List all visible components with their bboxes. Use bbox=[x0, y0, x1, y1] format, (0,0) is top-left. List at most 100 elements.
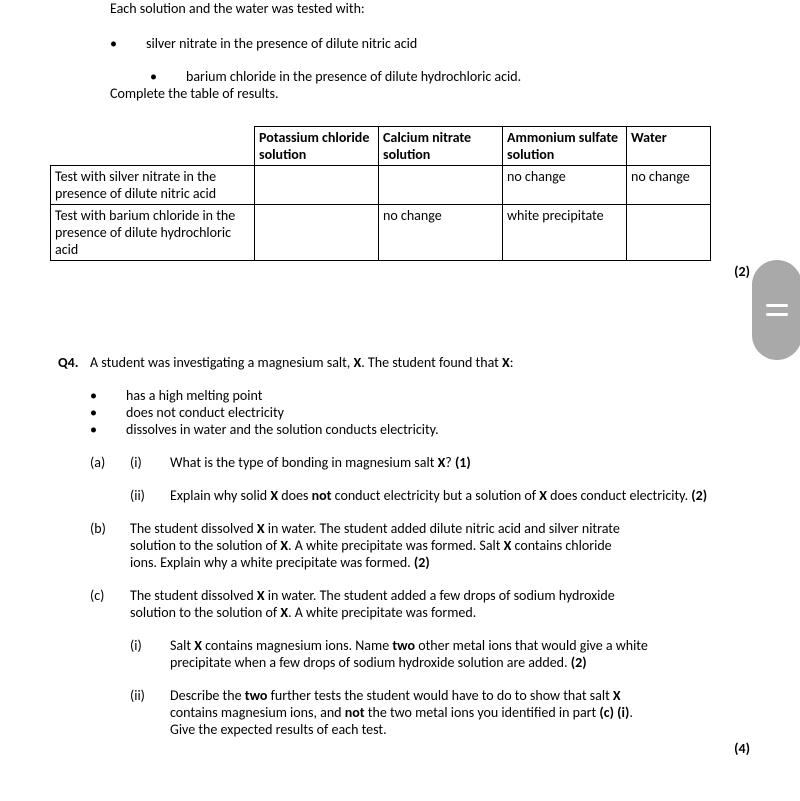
text: . A white precipitate was formed. bbox=[288, 604, 476, 621]
table-cell bbox=[627, 204, 711, 260]
text: The student dissolved bbox=[130, 520, 257, 537]
col-header: Potassium chloride solution bbox=[255, 126, 379, 165]
q4-a-i: (a) (i) What is the type of bonding in m… bbox=[90, 454, 760, 471]
text: other metal ions that would give a white bbox=[415, 637, 648, 654]
text: . bbox=[629, 704, 633, 721]
table-header-row: Potassium chloride solution Calcium nitr… bbox=[51, 126, 711, 165]
emph-not: not bbox=[345, 704, 365, 721]
subpart-label: (i) bbox=[130, 454, 170, 471]
emph-two: two bbox=[245, 687, 268, 704]
var-x: X bbox=[280, 537, 288, 554]
text: . The student found that bbox=[361, 354, 502, 371]
table-cell: no change bbox=[627, 165, 711, 204]
bullet-icon: • bbox=[90, 421, 114, 438]
var-x: X bbox=[280, 604, 288, 621]
text: . A white precipitate was formed. Salt bbox=[288, 537, 504, 554]
text: ? bbox=[445, 454, 455, 471]
text: contains chloride bbox=[511, 537, 611, 554]
intro-line: Each solution and the water was tested w… bbox=[110, 0, 800, 19]
text: conduct electricity but a solution of bbox=[331, 487, 539, 504]
var-x: X bbox=[539, 487, 547, 504]
text: precipitate when a few drops of sodium h… bbox=[170, 654, 571, 671]
table-cell: no change bbox=[379, 204, 503, 260]
var-x: X bbox=[257, 520, 265, 537]
subpart-label: (i) bbox=[130, 637, 170, 671]
intro-bullet-2: • barium chloride in the presence of dil… bbox=[150, 68, 800, 85]
row-label: Test with barium chloride in the presenc… bbox=[51, 204, 255, 260]
bullet-text: does not conduct electricity bbox=[114, 404, 760, 421]
text: Salt bbox=[170, 637, 194, 654]
q4-b-text: The student dissolved X in water. The st… bbox=[130, 520, 760, 571]
q4-stem: Q4. A student was investigating a magnes… bbox=[58, 354, 760, 371]
text: does conduct electricity. bbox=[547, 487, 691, 504]
text: solution to the solution of bbox=[130, 537, 280, 554]
var-x: X bbox=[613, 687, 621, 704]
text: A student was investigating a magnesium … bbox=[90, 354, 353, 371]
intro-complete: Complete the table of results. bbox=[110, 85, 800, 104]
text: contains magnesium ions. Name bbox=[202, 637, 392, 654]
col-header: Ammonium sulfate solution bbox=[503, 126, 627, 165]
page: Each solution and the water was tested w… bbox=[0, 0, 800, 801]
q4-a-ii-text: Explain why solid X does not conduct ele… bbox=[170, 487, 760, 504]
bullet-icon: • bbox=[90, 387, 114, 404]
row-label: Test with silver nitrate in the presence… bbox=[51, 165, 255, 204]
intro-bullet-1: • silver nitrate in the presence of dilu… bbox=[110, 35, 800, 52]
q4-bullet: • does not conduct electricity bbox=[90, 404, 760, 421]
bullet-icon: • bbox=[90, 404, 114, 421]
text: solution to the solution of bbox=[130, 604, 280, 621]
bullet-text: barium chloride in the presence of dilut… bbox=[174, 68, 800, 85]
q4-c-i: (i) Salt X contains magnesium ions. Name… bbox=[130, 637, 760, 671]
text: : bbox=[510, 354, 514, 371]
q4-c-text: The student dissolved X in water. The st… bbox=[130, 587, 760, 621]
q4-a-i-text: What is the type of bonding in magnesium… bbox=[170, 454, 760, 471]
q4-a-ii: (ii) Explain why solid X does not conduc… bbox=[130, 487, 760, 504]
col-header: Water bbox=[627, 126, 711, 165]
table-cell bbox=[255, 165, 379, 204]
table-cell: white precipitate bbox=[503, 204, 627, 260]
text: in water. The student added a few drops … bbox=[265, 587, 615, 604]
scroll-tab-bar bbox=[766, 304, 788, 307]
table-cell: no change bbox=[503, 165, 627, 204]
text: further tests the student would have to … bbox=[267, 687, 612, 704]
text: Describe the bbox=[170, 687, 245, 704]
q4-c-ii: (ii) Describe the two further tests the … bbox=[130, 687, 760, 738]
q4-stem-text: A student was investigating a magnesium … bbox=[90, 354, 760, 371]
q4: Q4. A student was investigating a magnes… bbox=[58, 354, 800, 738]
table-cell bbox=[379, 165, 503, 204]
bullet-icon: • bbox=[150, 68, 174, 85]
emph-not: not bbox=[312, 487, 332, 504]
q4-c-i-text: Salt X contains magnesium ions. Name two… bbox=[170, 637, 760, 671]
marks-inline: (2) bbox=[571, 654, 587, 671]
subpart-label: (ii) bbox=[130, 687, 170, 738]
q4-b: (b) The student dissolved X in water. Th… bbox=[90, 520, 760, 571]
question-number: Q4. bbox=[58, 354, 90, 371]
var-x: X bbox=[270, 487, 278, 504]
part-label: (a) bbox=[90, 454, 130, 471]
subpart-label: (ii) bbox=[130, 487, 170, 504]
text: The student dissolved bbox=[130, 587, 257, 604]
table-marks: (2) bbox=[0, 263, 800, 280]
text: Give the expected results of each test. bbox=[170, 721, 387, 738]
marks-inline: (2) bbox=[414, 554, 430, 571]
text: ions. Explain why a white precipitate wa… bbox=[130, 554, 414, 571]
emph-two: two bbox=[392, 637, 415, 654]
table-row: Test with barium chloride in the presenc… bbox=[51, 204, 711, 260]
marks-inline: (1) bbox=[455, 454, 471, 471]
bullet-text: has a high melting point bbox=[114, 387, 760, 404]
page-scroll-tab[interactable] bbox=[752, 260, 800, 360]
text: the two metal ions you identified in par… bbox=[365, 704, 600, 721]
part-label: (c) bbox=[90, 587, 130, 621]
q4-c-ii-text: Describe the two further tests the stude… bbox=[170, 687, 760, 738]
text: in water. The student added dilute nitri… bbox=[265, 520, 620, 537]
bullet-icon: • bbox=[110, 35, 134, 52]
table-cell bbox=[255, 204, 379, 260]
var-x: X bbox=[257, 587, 265, 604]
q4-bullet: • dissolves in water and the solution co… bbox=[90, 421, 760, 438]
var-x: X bbox=[194, 637, 202, 654]
text: What is the type of bonding in magnesium… bbox=[170, 454, 438, 471]
table-row: Test with silver nitrate in the presence… bbox=[51, 165, 711, 204]
text: Explain why solid bbox=[170, 487, 270, 504]
bullet-text: dissolves in water and the solution cond… bbox=[114, 421, 760, 438]
text: contains magnesium ions, and bbox=[170, 704, 345, 721]
bullet-text: silver nitrate in the presence of dilute… bbox=[134, 35, 800, 52]
